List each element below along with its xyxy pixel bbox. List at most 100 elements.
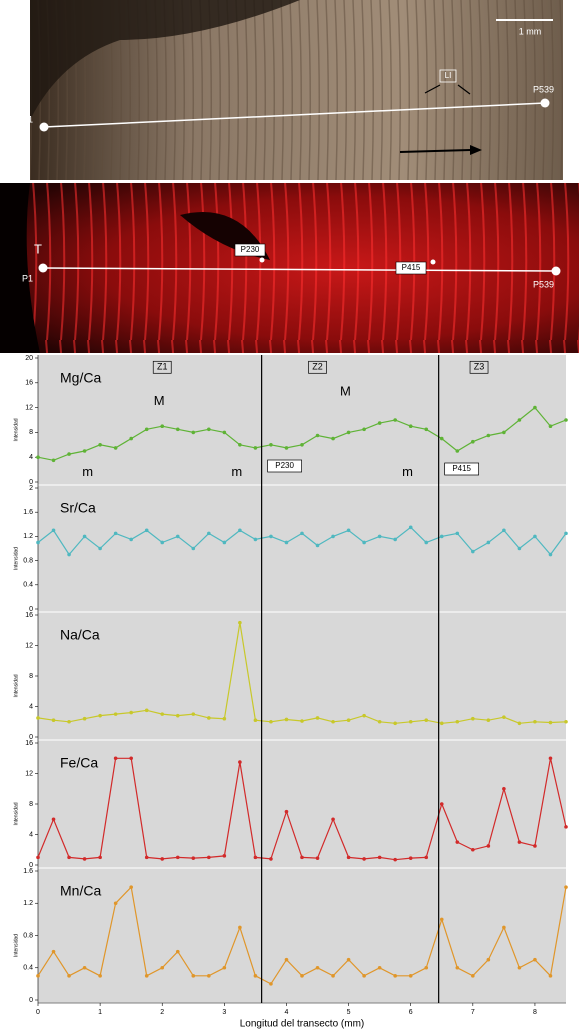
data-point xyxy=(238,760,242,764)
y-tick-label: 16 xyxy=(25,612,33,619)
end-label: P539 xyxy=(533,84,554,94)
data-point xyxy=(175,427,180,432)
y-tick-label: 0 xyxy=(29,997,33,1004)
data-point xyxy=(455,449,460,453)
map-end-label: P539 xyxy=(533,279,554,289)
data-point xyxy=(346,430,351,435)
map-start-label: P1 xyxy=(22,273,33,283)
data-point xyxy=(98,855,102,860)
data-point xyxy=(144,855,149,860)
data-point xyxy=(502,925,506,930)
photo-panel: 1 mm P1 P539 LI xyxy=(22,0,563,180)
data-point xyxy=(36,716,40,720)
data-point xyxy=(315,856,320,860)
li-label: LI xyxy=(445,71,452,80)
data-point xyxy=(207,531,211,536)
data-point xyxy=(439,721,444,726)
data-point xyxy=(67,452,71,456)
map-dark-edge xyxy=(0,183,40,353)
data-point xyxy=(517,418,522,422)
y-tick-label: 4 xyxy=(29,703,33,710)
map-p415-label: P415 xyxy=(402,263,421,272)
data-point xyxy=(331,817,335,822)
data-point xyxy=(284,717,289,722)
data-point xyxy=(533,957,537,962)
data-point xyxy=(517,840,522,844)
data-point xyxy=(471,549,475,554)
transect-end xyxy=(540,98,550,108)
y-tick-label: 0 xyxy=(29,606,33,613)
annotation: m xyxy=(231,464,242,479)
data-point xyxy=(207,427,211,432)
data-point xyxy=(331,974,335,978)
data-point xyxy=(67,974,71,978)
data-point xyxy=(144,974,149,978)
chart-title: Sr/Ca xyxy=(60,500,96,516)
data-point xyxy=(548,974,553,978)
division-label-box xyxy=(267,459,302,473)
direction-arrowhead xyxy=(470,145,482,155)
data-point xyxy=(331,436,335,441)
data-point xyxy=(175,855,180,860)
data-point xyxy=(67,719,71,724)
map-point-230 xyxy=(259,257,265,263)
data-point xyxy=(284,957,289,962)
annotation: M xyxy=(154,393,165,408)
data-point xyxy=(300,974,304,978)
x-tick-label: 4 xyxy=(285,1009,289,1016)
data-point xyxy=(548,552,553,557)
y-tick-label: 0 xyxy=(29,479,33,486)
data-point xyxy=(144,427,149,432)
data-point xyxy=(346,855,351,860)
data-point xyxy=(408,424,413,429)
data-point xyxy=(98,546,102,551)
data-point xyxy=(129,537,133,542)
data-point xyxy=(439,436,444,441)
x-tick-label: 7 xyxy=(471,1009,475,1016)
data-point xyxy=(98,713,102,718)
annotation: M xyxy=(340,384,351,399)
data-point xyxy=(36,455,40,460)
y-tick-label: 8 xyxy=(29,673,33,680)
data-point xyxy=(129,436,133,441)
data-point xyxy=(284,809,289,814)
data-point xyxy=(113,531,118,536)
map-transect-end xyxy=(551,266,561,276)
data-point xyxy=(67,552,71,557)
annotation: m xyxy=(402,464,413,479)
y-axis-label: Intensidad xyxy=(13,418,19,441)
y-tick-label: 1.2 xyxy=(23,533,33,540)
data-point xyxy=(377,421,382,425)
data-point xyxy=(393,418,397,422)
data-point xyxy=(253,537,258,542)
data-point xyxy=(51,949,56,954)
y-tick-label: 0.4 xyxy=(23,582,33,589)
photo-dark-region xyxy=(30,0,300,120)
data-point xyxy=(471,974,475,978)
data-point xyxy=(439,917,444,922)
y-tick-label: 2 xyxy=(29,485,33,492)
map-p230-box xyxy=(234,243,266,257)
data-point xyxy=(564,885,568,889)
data-point xyxy=(455,719,460,724)
data-point xyxy=(300,531,304,536)
data-point xyxy=(408,856,413,860)
data-point xyxy=(393,721,397,726)
data-point xyxy=(269,719,273,724)
data-point xyxy=(362,974,366,978)
data-point xyxy=(315,433,320,438)
data-point xyxy=(331,534,335,539)
data-point xyxy=(222,430,227,435)
data-point xyxy=(564,719,568,724)
chart-title: Fe/Ca xyxy=(60,755,98,771)
data-point xyxy=(362,713,366,718)
data-point xyxy=(502,528,506,533)
y-tick-label: 12 xyxy=(25,404,33,411)
data-point xyxy=(144,708,149,713)
scale-label: 1 mm xyxy=(519,26,542,36)
map-transect-start xyxy=(38,263,48,273)
data-point xyxy=(502,430,506,435)
y-axis-label: Intensidad xyxy=(13,674,19,697)
data-point xyxy=(113,446,118,450)
